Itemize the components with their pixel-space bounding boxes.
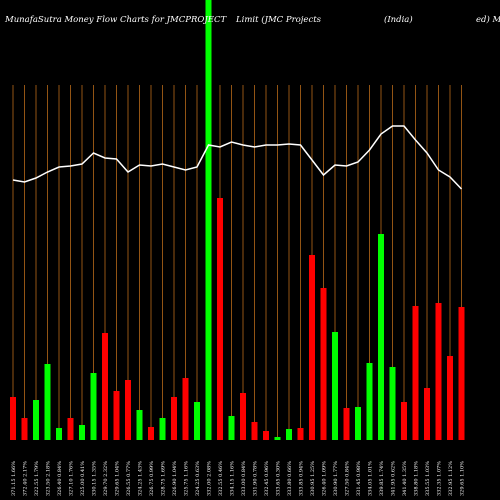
- x-tick-label: 330.90 1.77%: [333, 461, 339, 496]
- line-layer: [12, 125, 463, 190]
- title: Limit (JMC Projects: [235, 14, 322, 25]
- bar: [343, 408, 350, 440]
- x-tick-label: 326.40 0.84%: [57, 461, 63, 496]
- bar: [286, 429, 292, 440]
- x-tick-label: 326.90 1.04%: [172, 461, 178, 496]
- bar: [458, 307, 465, 440]
- bar: [44, 364, 51, 440]
- bar: [33, 400, 39, 440]
- x-labels: 371.15 1.66% 372.40 2.17% 322.55 1.79% 323.…: [11, 461, 466, 496]
- x-tick-label: 335.55 1.03%: [425, 461, 431, 496]
- x-tick-label: 339.85 1.74%: [379, 461, 385, 496]
- bar: [56, 428, 62, 440]
- bar: [274, 437, 281, 440]
- x-tick-label: 371.15 1.66%: [11, 461, 17, 496]
- bar: [67, 418, 74, 440]
- x-tick-label: 326.75 0.99%: [149, 461, 155, 496]
- x-tick-label: 329.65 1.10%: [460, 461, 466, 496]
- x-tick-label: 325.00 0.41%: [80, 461, 86, 496]
- bar: [182, 378, 189, 440]
- x-tick-label: 332.00 2.08%: [207, 461, 213, 496]
- bar: [205, 0, 212, 440]
- x-tick-label: 331.90 0.78%: [253, 461, 259, 496]
- bar: [251, 422, 258, 440]
- bar: [389, 367, 396, 440]
- x-tick-label: 332.55 0.46%: [218, 461, 224, 496]
- x-tick-label: 324.25 1.43%: [138, 461, 144, 496]
- bar: [102, 333, 108, 440]
- x-tick-label: 341.95 0.62%: [391, 461, 397, 496]
- bar: [263, 431, 269, 440]
- x-tick-label: 325.75 1.16%: [184, 461, 190, 496]
- x-tick-label: 330.15 1.35%: [92, 461, 98, 496]
- x-tick-label: 341.40 1.35%: [402, 461, 408, 496]
- x-tick-label: 338.80 1.18%: [414, 461, 420, 496]
- bar: [320, 288, 327, 440]
- x-tick-label: 323.50 2.18%: [46, 461, 52, 496]
- bar: [171, 397, 177, 440]
- bar: [217, 198, 223, 440]
- bar: [297, 428, 304, 440]
- x-tick-label: 322.55 1.79%: [34, 461, 40, 496]
- x-tick-label: 326.55 0.77%: [126, 461, 132, 496]
- bar: [240, 393, 246, 440]
- bar: [159, 418, 166, 440]
- bar: [332, 332, 338, 440]
- x-tick-label: 333.00 0.84%: [241, 461, 247, 496]
- x-tick-label: 334.15 1.16%: [230, 461, 236, 496]
- x-tick-label: 333.80 0.66%: [287, 461, 293, 496]
- price-line: [12, 125, 463, 190]
- title: ed) M: [476, 14, 500, 25]
- bar: [90, 373, 97, 440]
- bar: [228, 416, 235, 440]
- bar: [148, 427, 154, 440]
- x-tick-label: 326.40 1.09%: [322, 461, 328, 496]
- bar: [125, 380, 131, 440]
- bar: [21, 418, 28, 440]
- title: (India): [384, 14, 413, 25]
- bar: [355, 407, 361, 440]
- bar: [447, 356, 453, 440]
- bar: [401, 402, 407, 440]
- x-tick-label: 329.65 1.04%: [115, 461, 121, 496]
- bar: [378, 234, 384, 440]
- x-tick-label: 327.10 1.76%: [69, 461, 75, 496]
- bar: [136, 410, 143, 440]
- x-tick-label: 327.50 0.84%: [345, 461, 351, 496]
- x-tick-label: 328.75 1.69%: [161, 461, 167, 496]
- bar: [10, 397, 16, 440]
- x-tick-label: 330.95 1.25%: [310, 461, 316, 496]
- x-tick-label: 332.45 0.96%: [264, 461, 270, 496]
- bars: [10, 0, 465, 440]
- bar: [194, 402, 200, 440]
- bar: [412, 306, 419, 440]
- title: MunafaSutra Money Flow Charts for JMCPRO…: [4, 15, 227, 25]
- x-tick-label: 372.40 2.17%: [23, 461, 29, 496]
- x-tick-label: 329.70 2.32%: [103, 461, 109, 496]
- x-tick-label: 334.05 1.01%: [368, 461, 374, 496]
- x-tick-label: 333.65 0.30%: [276, 461, 282, 496]
- x-tick-label: 332.35 1.07%: [437, 461, 443, 496]
- x-tick-label: 332.95 1.12%: [448, 461, 454, 496]
- bar: [79, 425, 85, 440]
- bar: [309, 255, 315, 440]
- bar: [366, 363, 373, 440]
- x-tick-label: 331.45 0.98%: [356, 461, 362, 496]
- x-tick-label: 333.85 0.94%: [299, 461, 305, 496]
- bar: [435, 303, 442, 440]
- x-tick-label: 324.25 0.63%: [195, 461, 201, 496]
- bar: [424, 388, 430, 440]
- bar: [113, 391, 120, 440]
